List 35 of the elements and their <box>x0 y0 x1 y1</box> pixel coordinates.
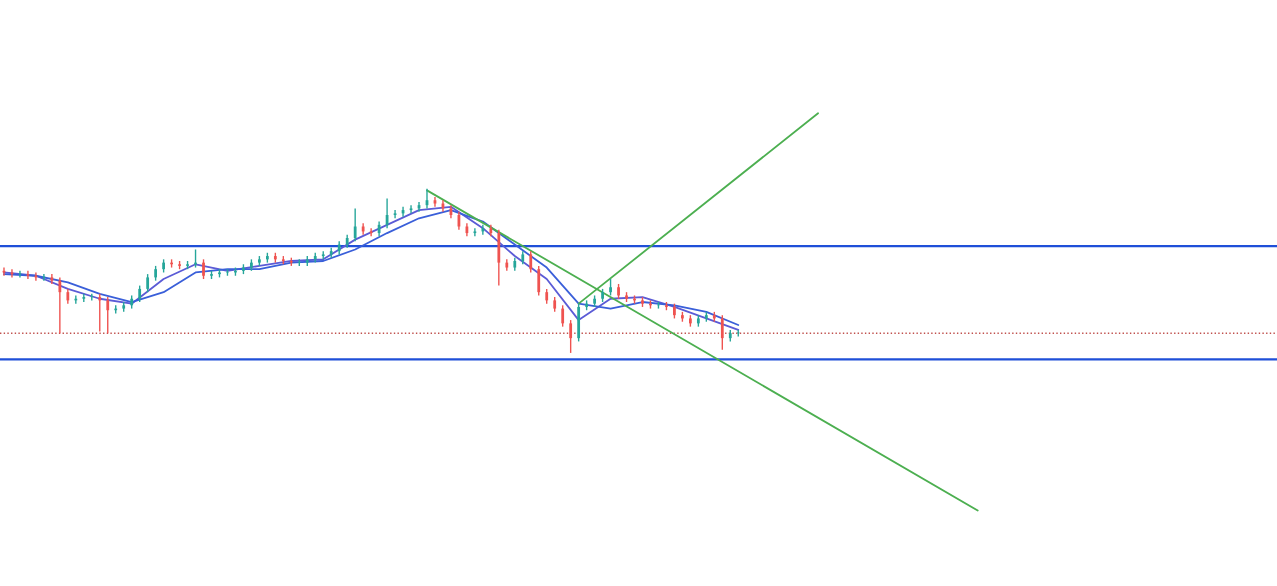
candlestick <box>673 302 676 320</box>
candlestick <box>593 294 596 308</box>
candlestick <box>106 296 110 334</box>
candlestick <box>617 283 620 300</box>
candlestick <box>641 296 644 308</box>
candlestick <box>265 252 269 264</box>
candlestick <box>529 250 533 274</box>
candlestick <box>58 276 62 334</box>
candlestick <box>601 288 604 303</box>
candlestick <box>688 314 692 328</box>
candlestick <box>561 304 565 328</box>
candlestick <box>202 258 205 280</box>
candlestick <box>250 258 253 272</box>
candlestick <box>18 270 22 279</box>
candlestick <box>98 293 102 333</box>
candlestick <box>585 299 589 311</box>
candlestick <box>162 258 166 274</box>
candlestick <box>353 207 357 242</box>
candlestick <box>186 260 189 270</box>
candlestick <box>473 227 477 238</box>
candlestick <box>609 278 612 297</box>
candlestick <box>681 311 684 323</box>
candlestick <box>369 227 373 238</box>
candlestick <box>257 255 261 267</box>
candlestick <box>665 301 668 311</box>
candlestick <box>625 291 628 303</box>
candlestick <box>242 263 245 275</box>
candlestick <box>218 268 221 279</box>
candlestick <box>720 314 724 351</box>
candlestick <box>178 260 181 270</box>
candlestick <box>210 270 213 280</box>
candlestick <box>146 273 150 293</box>
candlestick <box>569 319 573 354</box>
candlestick <box>481 224 485 236</box>
candlestick <box>537 265 541 297</box>
